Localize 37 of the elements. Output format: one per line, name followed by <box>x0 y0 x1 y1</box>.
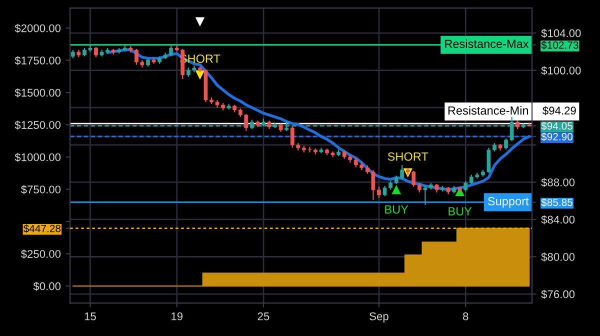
point <box>195 17 205 27</box>
y-tick-label: $100.00 <box>541 66 581 76</box>
candlestick <box>464 180 468 192</box>
y-tick-label: $84.00 <box>541 215 575 224</box>
candlestick <box>417 182 422 193</box>
y2-tick-label: $0.00 <box>33 282 61 291</box>
y2-tick-label: $1250.00 <box>14 120 61 130</box>
x-tick-label: 8 <box>463 312 468 320</box>
x-tick-label: 19 <box>172 312 183 320</box>
candlestick <box>423 185 428 206</box>
y2-tick-label: $2000.00 <box>14 24 61 33</box>
text: BUY <box>385 205 408 214</box>
y-tick-label: $94.05 <box>541 122 572 130</box>
ref-line-label: Resistance-Max <box>445 39 529 48</box>
y-tick-label: $92.90 <box>541 132 572 142</box>
y-tick-label: $102.73 <box>541 40 578 50</box>
y2-tick-label: $1000.00 <box>14 152 61 162</box>
series-label: BUY <box>448 207 472 216</box>
y-tick-label: $80.00 <box>541 252 575 262</box>
ref-line-label: Support <box>488 197 529 208</box>
y2-tick-label: $750.00 <box>20 185 61 194</box>
y-tick-label: $85.85 <box>541 198 572 207</box>
y2-tick-label: $1750.00 <box>14 56 61 66</box>
y2-tick-label: $447.28 <box>23 224 61 233</box>
x-tick-label: Sep <box>370 312 388 322</box>
ref-line-label: Resistance-Min <box>448 106 528 115</box>
y-tick-label: $88.00 <box>541 178 575 187</box>
x-tick-label: 25 <box>258 312 270 320</box>
y2-tick-label: $1500.00 <box>14 88 61 98</box>
candlestick <box>94 46 98 58</box>
point <box>392 184 401 194</box>
text: $94.29 <box>542 106 576 116</box>
x-tick-label: 15 <box>84 312 96 320</box>
text: SHORT <box>388 152 428 161</box>
y-tick-label: $76.00 <box>541 290 575 299</box>
y2-tick-label: $250.00 <box>20 250 61 259</box>
y-tick-label: $104.00 <box>541 28 581 38</box>
